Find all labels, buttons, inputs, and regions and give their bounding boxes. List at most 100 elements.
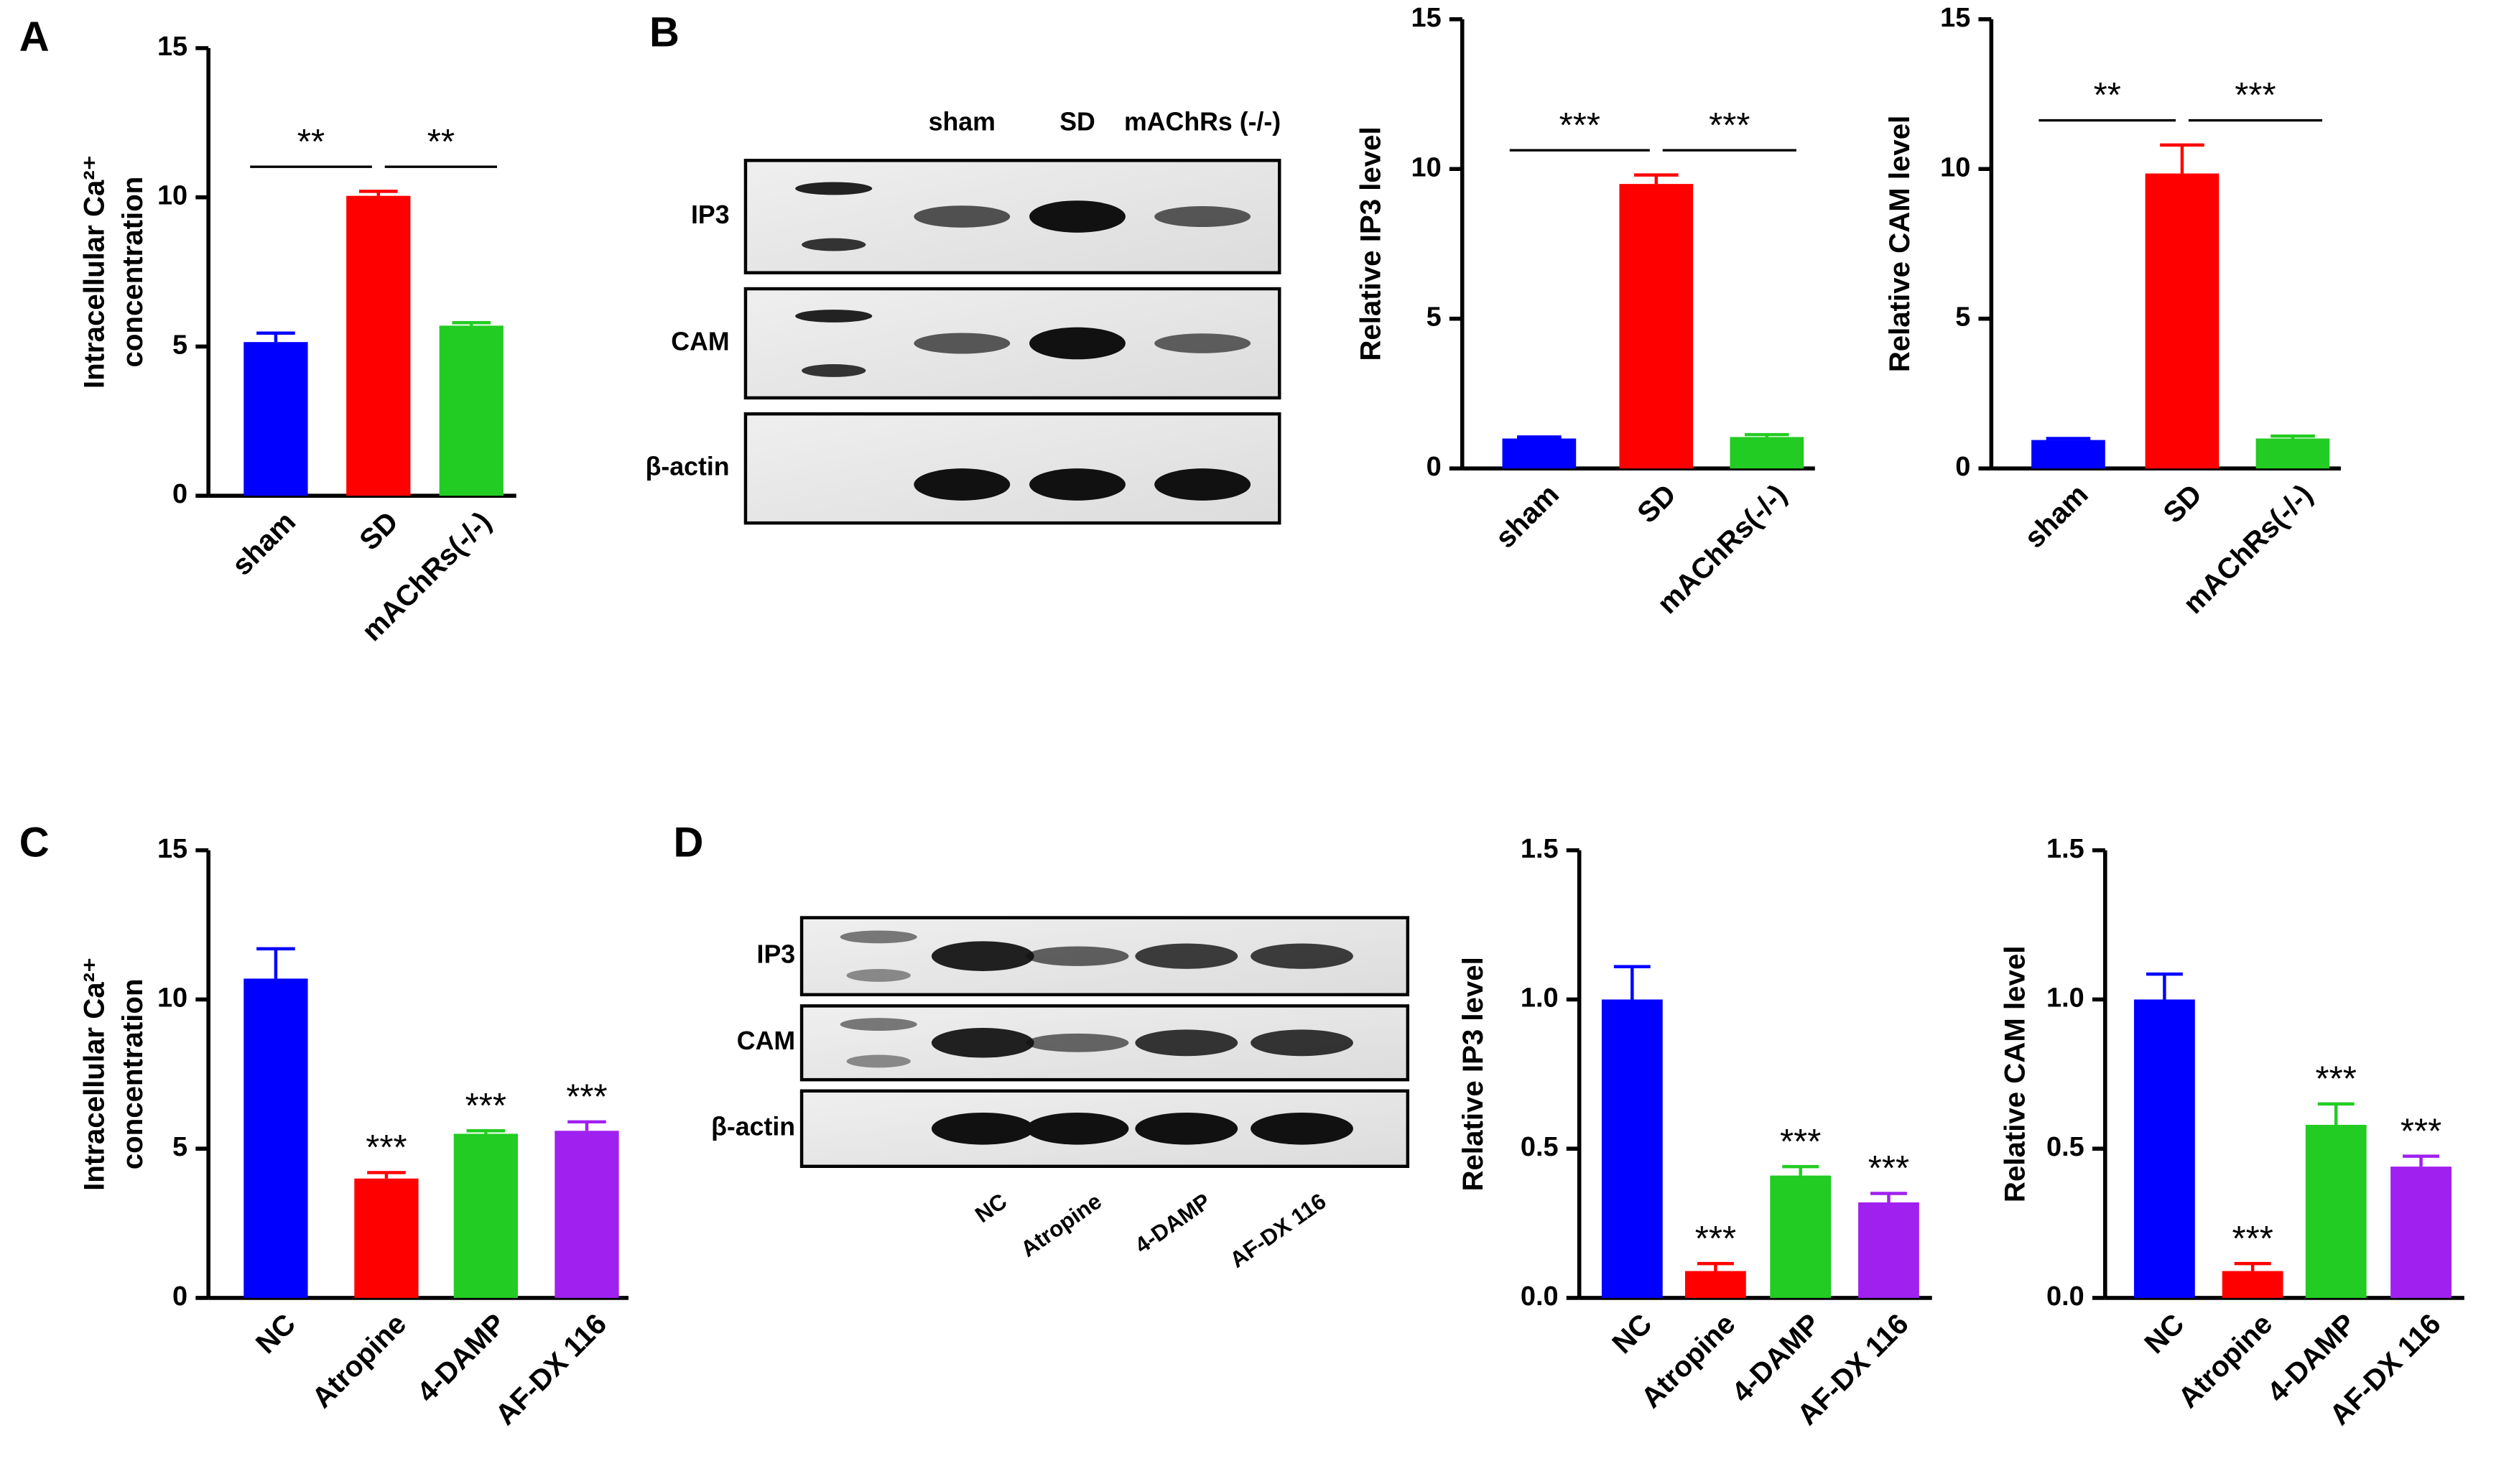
blot-band [1135, 1112, 1238, 1145]
blot-band [1026, 1033, 1129, 1052]
bar-chart: 0 5 10 15 Intracellular Ca²⁺ concentration NC A… [78, 834, 628, 1432]
x-tick-label: sham [2018, 478, 2095, 554]
bar [2145, 173, 2220, 469]
bar [555, 1131, 619, 1298]
blot-band [1029, 327, 1126, 360]
y-tick-label: 0.5 [1521, 1132, 1559, 1162]
blot-band [1154, 206, 1251, 228]
bar-chart: 0.0 0.5 1.0 1.5 Relative CAM level NCAtropine… [1999, 834, 2464, 1432]
y-tick-label: 5 [172, 330, 187, 360]
y-tick-label: 15 [157, 32, 187, 62]
bar [1619, 184, 1694, 469]
bar [1730, 437, 1804, 469]
y-axis-label: Relative IP3 level [1457, 957, 1489, 1191]
y-tick-label: 1.5 [1521, 834, 1559, 864]
y-tick-label: 5 [172, 1132, 187, 1162]
bar [2255, 438, 2330, 469]
ladder-band [795, 182, 873, 195]
blot-row-label: IP3 [757, 940, 796, 969]
blot-row-label: CAM [737, 1026, 795, 1055]
significance-label: *** [2232, 1220, 2273, 1258]
y-axis-label: Relative CAM level [1883, 116, 1916, 372]
blot-row-label: IP3 [691, 200, 730, 229]
bar [2133, 999, 2195, 1298]
bar [354, 1178, 419, 1298]
significance-label: *** [2401, 1112, 2441, 1151]
blot-lane-label: 4-DAMP [1131, 1188, 1215, 1258]
x-tick-label: SD [2157, 478, 2208, 529]
y-tick-label: 15 [1940, 3, 1970, 33]
blot-band [1154, 468, 1251, 501]
y-tick-label: 10 [157, 983, 187, 1014]
significance-label: *** [465, 1087, 506, 1126]
bar [2390, 1167, 2452, 1298]
blot-row-label: CAM [671, 327, 729, 356]
blot-frame [743, 412, 1281, 525]
significance-label: *** [1709, 106, 1750, 145]
blot-row-label: β-actin [646, 453, 730, 481]
blot-lane-label: Atropine [1016, 1188, 1106, 1261]
x-tick-label: Atropine [2172, 1307, 2279, 1414]
bar [243, 978, 308, 1298]
bar [2031, 440, 2105, 469]
y-tick-label: 10 [1411, 152, 1442, 182]
significance-label: ** [427, 123, 455, 162]
y-tick-label: 0.0 [1521, 1281, 1559, 1312]
bar [453, 1133, 518, 1298]
y-tick-label: 0.0 [2046, 1281, 2084, 1312]
x-tick-label: sham [226, 505, 302, 581]
significance-label: *** [2235, 76, 2276, 115]
significance-label: *** [1868, 1149, 1909, 1188]
panel-letter: C [19, 819, 50, 866]
significance-label: *** [366, 1128, 407, 1167]
panel-letter: D [673, 819, 703, 866]
bar-chart: 0 5 10 15 Intracellular Ca²⁺ concentration sha… [78, 32, 516, 647]
significance-label: *** [1780, 1123, 1821, 1161]
blot-band [931, 1028, 1034, 1058]
blot-band [931, 941, 1034, 971]
ladder-band [846, 1054, 911, 1068]
significance-label: *** [1695, 1220, 1736, 1258]
significance-label: *** [2316, 1060, 2357, 1099]
blot-band [1026, 946, 1129, 966]
ladder-band [802, 364, 866, 377]
bar [1684, 1271, 1746, 1298]
bar [2305, 1124, 2367, 1298]
ladder-band [802, 238, 866, 251]
x-tick-label: NC [2138, 1307, 2191, 1360]
y-tick-label: 1.0 [2046, 983, 2084, 1014]
blot-lane-label: mAChRs (-/-) [1124, 107, 1281, 136]
blot-band [1251, 1112, 1353, 1145]
blot-lane-label: NC [970, 1188, 1011, 1228]
x-tick-label: Atropine [306, 1307, 413, 1414]
y-tick-label: 1.5 [2046, 834, 2084, 864]
y-tick-label: 1.0 [1521, 983, 1559, 1014]
blot-lane-label: sham [929, 107, 996, 136]
x-tick-label: SD [353, 505, 404, 556]
x-tick-label: NC [1606, 1307, 1659, 1360]
blot-band [1135, 943, 1238, 969]
y-axis-label: Relative IP3 level [1354, 126, 1386, 361]
y-axis-label: Relative CAM level [1999, 946, 2031, 1202]
bar [1601, 999, 1663, 1298]
y-tick-label: 0 [172, 1281, 187, 1312]
bar [243, 342, 308, 496]
panel-letter: B [649, 9, 679, 55]
blot-band [1135, 1029, 1238, 1057]
blot-band [914, 205, 1011, 228]
x-tick-label: SD [1631, 478, 1682, 529]
blot-band [1154, 333, 1251, 353]
significance-label: ** [2094, 76, 2121, 115]
blot-lane-label: SD [1059, 107, 1095, 136]
blot-band [1026, 1112, 1129, 1145]
panel-letter: A [19, 14, 50, 60]
blot-band [914, 468, 1011, 501]
y-tick-label: 5 [1955, 302, 1970, 333]
blot-band [1251, 943, 1353, 969]
blot-band [1029, 200, 1126, 233]
bar [1502, 438, 1577, 469]
